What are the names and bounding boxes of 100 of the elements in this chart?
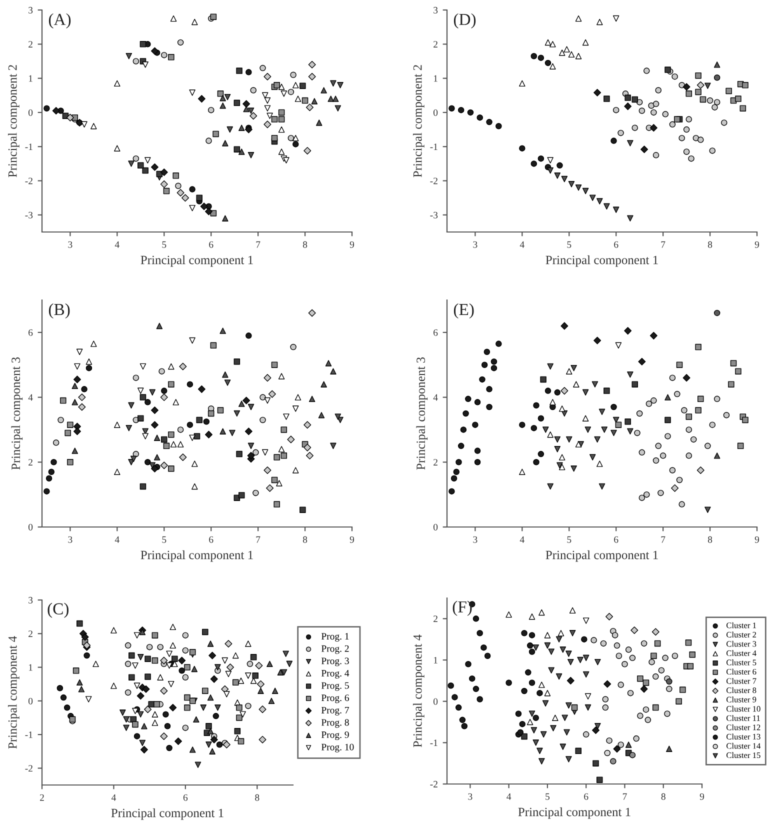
y-axis-title: Principal component 4: [412, 634, 424, 748]
legend-label: Cluster 14: [726, 742, 761, 749]
x-axis-title: Principal component 1: [518, 807, 630, 819]
x-tick-label: 4: [111, 794, 116, 801]
x-tick-label: 3: [473, 536, 478, 543]
y-tick-label: 0: [28, 524, 33, 530]
x-tick-label: 8: [708, 241, 712, 248]
chart-title: (B): [48, 303, 70, 319]
legend-label: Prog. 6: [321, 694, 349, 704]
x-tick-label: 3: [68, 241, 72, 248]
x-tick-label: 6: [209, 536, 214, 543]
y-tick-label: 2: [28, 630, 32, 638]
legend-label: Prog. 4: [321, 670, 350, 678]
legend-label: Prog. 1: [321, 633, 349, 642]
x-tick-label: 7: [661, 241, 666, 248]
y-axis-title: Principal component 2: [8, 65, 20, 178]
x-tick-label: 8: [255, 794, 260, 801]
chart-title: (E): [454, 303, 474, 319]
y-tick-label: 0: [433, 524, 438, 530]
legend-label: Cluster 10: [726, 706, 760, 712]
chart-title: (C): [48, 602, 69, 618]
y-tick-label: 2: [28, 41, 32, 48]
chart-title: (F): [452, 600, 472, 616]
y-tick-label: 2: [434, 616, 438, 622]
x-tick-label: 7: [661, 536, 666, 543]
y-tick-label: 3: [434, 6, 438, 14]
y-tick-label: -1: [25, 732, 32, 738]
legend-label: Cluster 15: [726, 752, 760, 758]
y-tick-label: -3: [25, 212, 33, 218]
y-axis-title: Principal component 3: [416, 357, 428, 470]
y-tick-label: 1: [28, 75, 32, 82]
y-tick-label: -1: [430, 740, 438, 746]
x-tick-label: 9: [700, 793, 704, 800]
y-tick-label: 1: [434, 75, 438, 82]
y-tick-label: 0: [28, 109, 33, 116]
x-tick-label: 4: [114, 241, 120, 248]
x-tick-label: 9: [754, 536, 760, 543]
x-tick-label: 6: [183, 794, 188, 801]
x-tick-label: 7: [256, 241, 260, 248]
y-tick-label: 6: [434, 329, 438, 336]
y-tick-label: 4: [28, 394, 33, 401]
legend-label: Prog. 5: [321, 682, 349, 691]
x-tick-label: 4: [506, 793, 512, 800]
y-tick-label: 6: [28, 329, 33, 336]
legend-label: Cluster 4: [726, 650, 756, 656]
x-tick-label: 2: [40, 794, 44, 801]
x-tick-label: 7: [622, 793, 627, 800]
y-tick-label: 2: [434, 459, 438, 466]
legend-label: Prog. 9: [321, 731, 349, 740]
x-tick-label: 5: [162, 536, 166, 543]
legend-label: Cluster 5: [726, 659, 756, 666]
x-tick-label: 9: [350, 241, 354, 248]
legend-label: Prog. 8: [321, 719, 349, 728]
y-tick-label: 0: [433, 109, 438, 116]
y-tick-label: 2: [28, 459, 32, 466]
x-tick-label: 3: [473, 241, 478, 248]
legend-label: Cluster 7: [726, 678, 756, 684]
x-tick-label: 9: [350, 536, 354, 543]
y-axis-title: Principal component 2: [412, 65, 424, 178]
x-tick-label: 4: [520, 241, 524, 248]
x-axis-title: Principal component 1: [140, 550, 253, 562]
legend-label: Cluster 2: [726, 632, 756, 638]
y-tick-label: 1: [434, 656, 438, 664]
legend-label: Cluster 1: [726, 622, 756, 628]
y-tick-label: 3: [28, 596, 33, 604]
x-tick-label: 6: [614, 241, 618, 248]
y-tick-label: -2: [25, 178, 32, 184]
x-tick-label: 8: [661, 793, 666, 800]
y-tick-label: 0: [28, 698, 33, 704]
legend-label: Prog. 7: [321, 706, 350, 716]
legend-label: Cluster 6: [726, 668, 756, 675]
y-tick-label: 1: [28, 664, 32, 671]
y-tick-label: 3: [28, 6, 33, 14]
chart-title: (A): [48, 13, 71, 28]
legend-label: Prog. 3: [321, 658, 349, 666]
x-tick-label: 7: [256, 536, 260, 543]
x-axis-title: Principal component 1: [546, 255, 658, 267]
x-axis-title: Principal component 1: [111, 808, 224, 820]
x-tick-label: 6: [584, 793, 588, 800]
legend-label: Cluster 9: [726, 696, 756, 702]
x-tick-label: 5: [567, 241, 572, 248]
x-tick-label: 8: [302, 536, 308, 543]
legend-label: Cluster 8: [726, 687, 756, 694]
x-tick-label: 4: [520, 536, 524, 543]
y-tick-label: -2: [25, 765, 32, 772]
x-tick-label: 3: [468, 793, 472, 800]
legend-label: Cluster 13: [726, 734, 760, 740]
legend-label: Cluster 11: [726, 715, 760, 721]
x-tick-label: 5: [567, 536, 572, 543]
legend-label: Cluster 3: [726, 640, 756, 647]
x-tick-label: 5: [162, 241, 166, 248]
x-tick-label: 3: [68, 536, 72, 543]
y-tick-label: 2: [434, 41, 438, 48]
legend-label: Prog. 2: [321, 645, 349, 654]
y-tick-label: 4: [433, 394, 438, 401]
x-tick-label: 8: [708, 536, 712, 543]
x-tick-label: 8: [302, 241, 308, 248]
y-axis-title: Principal component 3: [11, 357, 23, 470]
x-tick-label: 6: [209, 241, 214, 248]
x-tick-label: 5: [546, 793, 550, 800]
